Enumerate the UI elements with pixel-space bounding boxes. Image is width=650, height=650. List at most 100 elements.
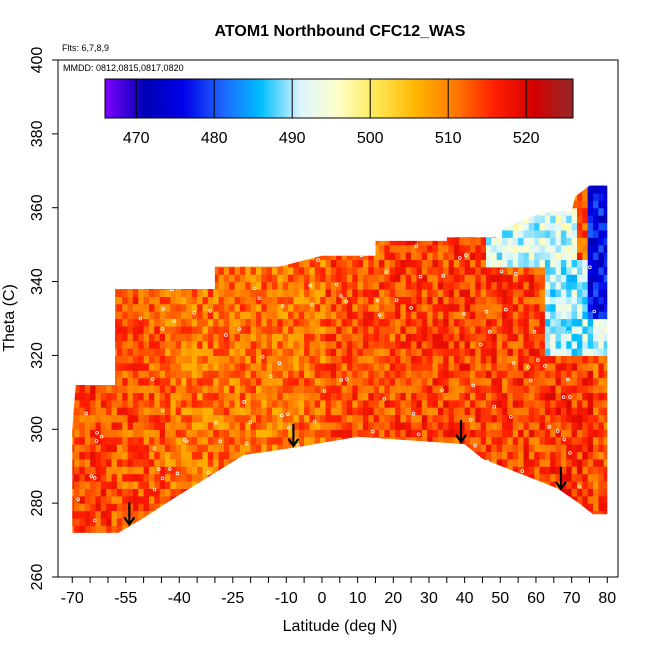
- heatmap-cell: [379, 266, 385, 275]
- heatmap-cell: [159, 377, 166, 386]
- heatmap-cell: [411, 237, 418, 246]
- heatmap-cell: [202, 399, 209, 408]
- heatmap-cell: [213, 525, 220, 533]
- heatmap-cell: [491, 399, 498, 408]
- heatmap-cell: [352, 185, 359, 194]
- heatmap-cell: [395, 348, 402, 356]
- heatmap-cell: [363, 362, 369, 371]
- heatmap-cell: [560, 458, 567, 467]
- heatmap-cell: [239, 429, 246, 438]
- heatmap-cell: [352, 370, 359, 379]
- heatmap-cell: [74, 318, 81, 327]
- heatmap-cell: [459, 517, 466, 526]
- heatmap-cell: [111, 185, 118, 194]
- heatmap-cell: [309, 318, 316, 327]
- heatmap-cell: [207, 266, 214, 275]
- heatmap-cell: [122, 525, 129, 533]
- heatmap-cell: [389, 414, 396, 423]
- heatmap-cell: [587, 237, 594, 246]
- heatmap-cell: [256, 252, 262, 260]
- heatmap-cell: [240, 533, 246, 541]
- heatmap-cell: [84, 296, 91, 305]
- heatmap-cell: [159, 222, 166, 231]
- heatmap-cell: [309, 333, 316, 342]
- heatmap-cell: [176, 533, 182, 541]
- heatmap-cell: [475, 207, 482, 216]
- heatmap-cell: [282, 303, 289, 312]
- heatmap-cell: [480, 466, 487, 475]
- heatmap-cell: [496, 333, 503, 342]
- heatmap-cell: [72, 414, 75, 423]
- heatmap-cell: [587, 355, 594, 364]
- heatmap-cell: [197, 185, 204, 194]
- heatmap-cell: [427, 200, 434, 209]
- heatmap-cell: [470, 348, 476, 356]
- heatmap-cell: [127, 200, 134, 209]
- heatmap-cell: [175, 200, 182, 209]
- heatmap-cell: [207, 185, 214, 187]
- heatmap-cell: [132, 429, 139, 438]
- heatmap-cell: [122, 259, 129, 268]
- heatmap-cell: [111, 436, 118, 445]
- heatmap-cell: [470, 222, 476, 231]
- heatmap-cell: [309, 281, 316, 290]
- heatmap-cell: [443, 185, 450, 194]
- heatmap-cell: [512, 370, 519, 379]
- heatmap-cell: [149, 259, 155, 268]
- heatmap-cell: [84, 185, 91, 187]
- heatmap-cell: [325, 185, 332, 187]
- heatmap-cell: [159, 451, 166, 460]
- heatmap-cell: [122, 510, 129, 519]
- heatmap-cell: [502, 259, 509, 268]
- heatmap-cell: [111, 370, 118, 379]
- heatmap-cell: [277, 377, 284, 386]
- heatmap-cell: [175, 503, 182, 512]
- heatmap-cell: [239, 192, 246, 201]
- heatmap-cell: [116, 362, 123, 371]
- heatmap-cell: [502, 525, 509, 533]
- heatmap-cell: [159, 229, 166, 238]
- heatmap-cell: [432, 399, 439, 408]
- heatmap-cell: [555, 274, 562, 283]
- heatmap-cell: [95, 333, 102, 342]
- heatmap-cell: [181, 215, 188, 224]
- heatmap-cell: [304, 503, 311, 512]
- heatmap-cell: [512, 510, 519, 519]
- heatmap-cell: [587, 510, 594, 519]
- heatmap-cell: [127, 503, 134, 512]
- heatmap-cell: [309, 185, 316, 194]
- heatmap-cell: [218, 207, 225, 216]
- heatmap-cell: [170, 325, 177, 334]
- heatmap-cell: [437, 303, 444, 312]
- heatmap-cell: [539, 333, 546, 342]
- heatmap-cell: [598, 348, 605, 356]
- heatmap-cell: [470, 444, 476, 453]
- heatmap-cell: [373, 311, 380, 320]
- heatmap-cell: [314, 281, 321, 290]
- heatmap-cell: [127, 274, 134, 283]
- heatmap-cell: [432, 318, 439, 327]
- heatmap-cell: [208, 533, 214, 541]
- heatmap-cell: [512, 311, 519, 320]
- heatmap-cell: [405, 274, 412, 283]
- heatmap-cell: [116, 488, 123, 497]
- heatmap-cell: [539, 370, 546, 379]
- heatmap-cell: [143, 333, 150, 342]
- heatmap-cell: [330, 370, 337, 379]
- heatmap-cell: [277, 215, 284, 224]
- heatmap-cell: [261, 259, 268, 268]
- heatmap-cell: [197, 458, 204, 467]
- heatmap-cell: [181, 458, 188, 467]
- heatmap-cell: [202, 259, 209, 268]
- heatmap-cell: [395, 229, 402, 238]
- heatmap-cell: [186, 229, 193, 238]
- heatmap-cell: [272, 274, 278, 283]
- heatmap-cell: [496, 407, 503, 416]
- heatmap-cell: [149, 399, 155, 408]
- heatmap-cell: [304, 355, 311, 364]
- heatmap-cell: [566, 503, 573, 512]
- heatmap-cell: [330, 421, 337, 430]
- heatmap-cell: [223, 399, 230, 408]
- heatmap-cell: [288, 370, 295, 379]
- heatmap-cell: [309, 385, 316, 393]
